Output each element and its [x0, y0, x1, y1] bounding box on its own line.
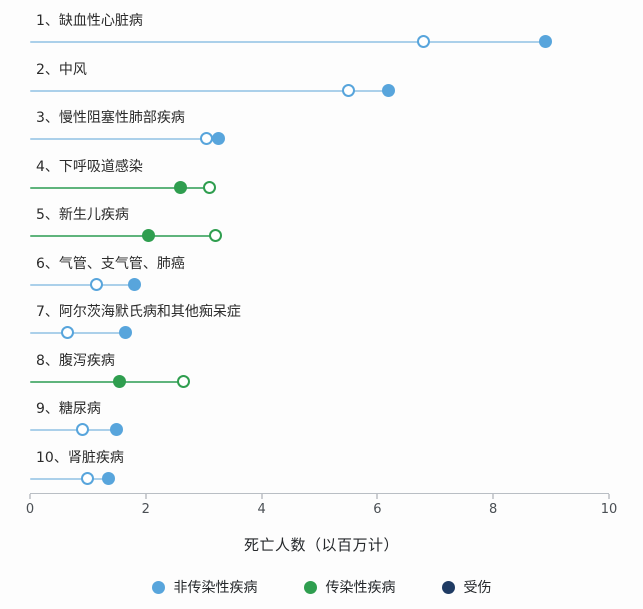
chart-legend: 非传染性疾病 传染性疾病 受伤 [0, 577, 643, 597]
category-label: 6、气管、支气管、肺癌 [36, 255, 185, 272]
category-label: 2、中风 [36, 61, 87, 78]
x-axis-tick-label: 4 [257, 502, 266, 517]
x-axis: 0 2 4 6 8 10 [26, 493, 617, 520]
chart-row: 8、腹泻疾病 [30, 346, 609, 395]
chart-row: 2、中风 [30, 55, 609, 104]
legend-dot-icon [441, 580, 455, 594]
open-circle-marker [341, 83, 355, 97]
open-circle-marker [176, 374, 190, 388]
filled-circle-marker [113, 374, 127, 388]
category-label: 10、肾脏疾病 [36, 449, 124, 466]
legend-item: 受伤 [441, 577, 492, 597]
stem-area [30, 34, 609, 50]
open-circle-marker [90, 277, 104, 291]
x-axis-tick-label: 0 [25, 502, 35, 517]
stem-line [30, 332, 126, 334]
stem-area [30, 180, 609, 196]
legend-dot-icon [303, 580, 317, 594]
stem-area [30, 277, 609, 293]
stem-area [30, 471, 609, 487]
filled-circle-marker [174, 180, 188, 194]
chart-row: 5、新生儿疾病 [30, 200, 609, 249]
stem-line [30, 283, 135, 286]
filled-circle-marker [382, 83, 396, 97]
stem-line [30, 41, 546, 43]
open-circle-marker [417, 35, 431, 48]
stem-line [30, 138, 219, 140]
stem-line [30, 235, 216, 237]
x-axis-tick [608, 494, 610, 499]
category-label: 4、下呼吸道感染 [36, 158, 143, 175]
chart-row: 1、缺血性心脏病 [30, 6, 609, 55]
open-circle-marker [81, 471, 95, 485]
filled-circle-marker [127, 277, 141, 291]
chart-row: 10、肾脏疾病 [30, 443, 609, 492]
open-circle-marker [208, 229, 222, 242]
x-axis-title: 死亡人数（以百万计） [243, 536, 399, 554]
stem-area [30, 374, 609, 390]
filled-circle-marker [110, 423, 124, 436]
category-label: 1、缺血性心脏病 [36, 13, 143, 29]
filled-circle-marker [211, 132, 225, 145]
chart-row: 3、慢性阻塞性肺部疾病 [30, 103, 609, 152]
filled-circle-marker [142, 229, 156, 242]
filled-circle-marker [119, 326, 133, 339]
category-label: 7、阿尔茨海默氏病和其他痴呆症 [36, 304, 241, 320]
x-axis-tick [492, 494, 494, 499]
x-axis-tick-label: 2 [141, 502, 150, 517]
stem-area [30, 83, 609, 99]
chart-row: 4、下呼吸道感染 [30, 152, 609, 201]
legend-label: 传染性疾病 [325, 580, 396, 596]
open-circle-marker [202, 180, 216, 194]
legend-dot-icon [151, 580, 165, 594]
filled-circle-marker [538, 35, 552, 48]
legend-item: 传染性疾病 [303, 577, 396, 597]
filled-circle-marker [101, 471, 115, 485]
chart-row: 6、气管、支气管、肺癌 [30, 249, 609, 298]
legend-label: 非传染性疾病 [173, 580, 258, 596]
open-circle-marker [61, 326, 75, 339]
stem-line [30, 186, 210, 189]
stem-line [30, 429, 117, 431]
category-label: 3、慢性阻塞性肺部疾病 [36, 110, 185, 126]
legend-label: 受伤 [463, 580, 492, 596]
stem-line [30, 380, 184, 383]
chart-row: 9、糖尿病 [30, 394, 609, 443]
category-label: 5、新生儿疾病 [36, 207, 129, 223]
legend-item: 非传染性疾病 [151, 577, 258, 597]
chart-plot-area: 1、缺血性心脏病 2、中风 3、慢性阻塞性肺部疾病 4、下呼吸道感染 5、新生儿疾病 6、… [30, 6, 609, 491]
x-axis-tick [261, 494, 263, 499]
x-axis-tick [145, 494, 147, 499]
x-axis-tick-label: 6 [373, 502, 382, 517]
stem-area [30, 422, 609, 438]
x-axis-tick-label: 8 [489, 502, 498, 517]
stem-line [30, 477, 109, 480]
stem-area [30, 228, 609, 244]
category-label: 9、糖尿病 [36, 401, 101, 417]
x-axis-tick-label: 10 [600, 502, 618, 517]
open-circle-marker [75, 423, 89, 436]
x-axis-tick [29, 494, 31, 499]
stem-area [30, 131, 609, 147]
chart-row: 7、阿尔茨海默氏病和其他痴呆症 [30, 297, 609, 346]
stem-area [30, 325, 609, 341]
category-label: 8、腹泻疾病 [36, 352, 115, 369]
x-axis-tick [376, 494, 378, 499]
stem-line [30, 89, 389, 92]
